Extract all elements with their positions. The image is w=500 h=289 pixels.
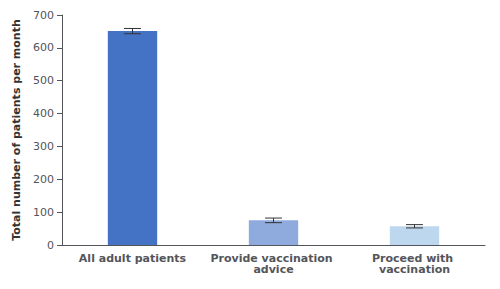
svg-text:700: 700 (33, 9, 54, 22)
svg-text:vaccination: vaccination (379, 263, 450, 276)
svg-text:Provide vaccination: Provide vaccination (210, 252, 337, 265)
svg-text:200: 200 (33, 173, 54, 186)
svg-text:300: 300 (33, 140, 54, 153)
svg-text:Total number of patients per m: Total number of patients per month (10, 19, 23, 241)
svg-text:0: 0 (47, 239, 54, 252)
svg-text:All adult patients: All adult patients (79, 252, 187, 265)
svg-text:600: 600 (33, 41, 54, 54)
svg-text:400: 400 (33, 107, 54, 120)
svg-text:100: 100 (33, 206, 54, 219)
svg-text:Proceed with: Proceed with (372, 252, 457, 265)
svg-text:500: 500 (33, 74, 54, 87)
svg-text:advice: advice (253, 263, 293, 276)
